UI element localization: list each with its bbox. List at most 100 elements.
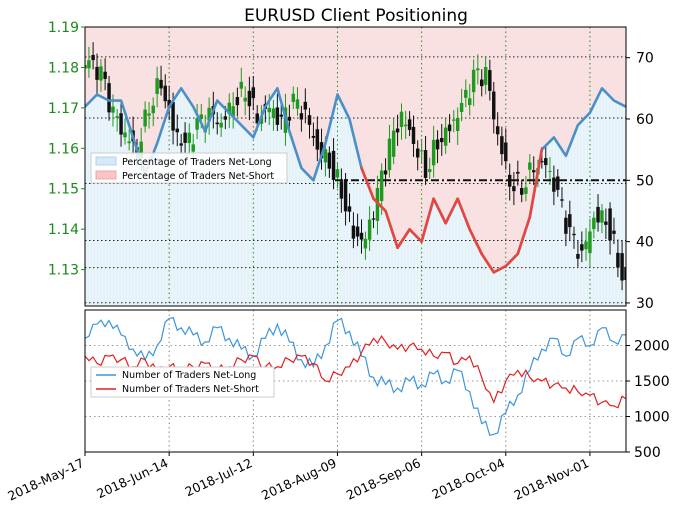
candle-body: [255, 113, 259, 124]
candle-body: [403, 124, 408, 127]
candle-body: [435, 139, 440, 150]
candle-body: [351, 225, 356, 239]
candle-body: [620, 253, 624, 281]
candle-body: [600, 210, 604, 223]
candle-body: [127, 141, 131, 144]
candle-body: [223, 116, 228, 120]
legend-label-traders-long: Number of Traders Net-Long: [122, 370, 256, 381]
candle-body: [183, 132, 187, 143]
series-net-short-segment: [516, 215, 532, 256]
candle-body: [243, 97, 247, 102]
candle-body: [123, 132, 127, 138]
candle-body: [319, 142, 324, 159]
legend-frame: [90, 152, 288, 184]
candle-body: [95, 66, 99, 80]
candle-body: [159, 79, 163, 89]
candle-body: [476, 68, 480, 71]
candle-body: [111, 106, 115, 113]
legend-label-net-long: Percentage of Traders Net-Long: [122, 157, 272, 168]
candle-body: [247, 90, 252, 107]
candle-body: [568, 214, 572, 228]
series-traders-net-long: [85, 316, 626, 437]
candle-body: [227, 102, 231, 115]
candle-body: [492, 91, 496, 120]
left-tick-label: 1.13: [48, 263, 79, 279]
right-tick-label: 40: [636, 235, 654, 251]
series-net-short-segment: [528, 148, 544, 219]
candle-body: [560, 199, 564, 201]
candle-body: [512, 186, 516, 192]
candle-body: [191, 144, 195, 152]
candle-body: [588, 231, 592, 254]
candle-body: [540, 160, 544, 163]
candle-body: [415, 148, 420, 158]
candle-body: [107, 83, 111, 113]
series-net-short-segment: [444, 197, 459, 225]
candle-body: [267, 107, 271, 113]
series-net-short-segment: [456, 197, 472, 231]
candle-body: [419, 150, 424, 152]
candle-body: [504, 142, 508, 162]
series-net-short-segment: [468, 228, 484, 256]
left-tick-label: 1.14: [48, 222, 79, 238]
candle-body: [443, 127, 448, 146]
candle-body: [99, 66, 103, 81]
candle-body: [303, 101, 308, 110]
series-net-short-segment: [372, 197, 387, 213]
candle-body: [467, 98, 472, 105]
candle-body: [524, 187, 528, 194]
top-panel: 1.13 1.14 1.15 1.16 1.17 1.18 1.19 30 40 50 60 70 Pe…: [48, 20, 654, 312]
series-net-short-segment: [480, 252, 496, 274]
candle-body: [507, 174, 512, 187]
candle-body: [379, 170, 384, 201]
candle-body: [143, 109, 147, 127]
candle-body: [612, 230, 616, 234]
candle-body: [495, 126, 500, 135]
candle-body: [155, 78, 159, 94]
candle-body: [85, 64, 87, 69]
candle-body: [488, 70, 492, 91]
candle-body: [87, 60, 91, 69]
candle-body: [355, 226, 360, 237]
candle-body: [339, 181, 344, 199]
series-net-short-segment: [420, 197, 435, 243]
candle-body: [163, 85, 167, 102]
legend-frame: [90, 366, 275, 398]
left-tick-label: 1.19: [48, 20, 79, 36]
candle-body: [411, 126, 416, 144]
candle-body: [516, 171, 520, 174]
candle-body: [231, 106, 235, 118]
right-tick-label: 30: [636, 296, 654, 312]
candle-body: [391, 130, 396, 157]
candle-body: [359, 232, 364, 240]
candle-body: [564, 217, 568, 234]
candle-body: [552, 177, 556, 192]
candle-body: [399, 111, 404, 127]
candle-body: [455, 118, 460, 132]
top-plot-area: [85, 27, 626, 306]
candle-body: [335, 169, 340, 178]
candle-body: [608, 208, 612, 241]
legend-top: Percentage of Traders Net-Long Percentage…: [90, 152, 288, 184]
series-net-short-segment: [408, 228, 423, 243]
candle-body: [363, 238, 368, 249]
candle-body: [147, 113, 151, 116]
candle-body: [624, 266, 626, 280]
candle-body: [219, 122, 223, 128]
candle-body: [584, 241, 588, 250]
candle-body: [323, 149, 328, 163]
candle-body: [315, 129, 320, 150]
candle-body: [447, 124, 452, 132]
bottom-right-tick-label: 2000: [634, 339, 670, 355]
candle-body: [271, 108, 276, 118]
candle-body: [295, 99, 300, 109]
left-tick-label: 1.17: [48, 101, 79, 117]
candle-body: [596, 206, 600, 223]
candle-body: [119, 113, 123, 135]
candle-body: [331, 150, 336, 180]
candle-body: [431, 139, 436, 166]
bottom-right-tick-label: 500: [634, 445, 661, 461]
candle-body: [528, 162, 532, 170]
candle-body: [171, 102, 175, 131]
